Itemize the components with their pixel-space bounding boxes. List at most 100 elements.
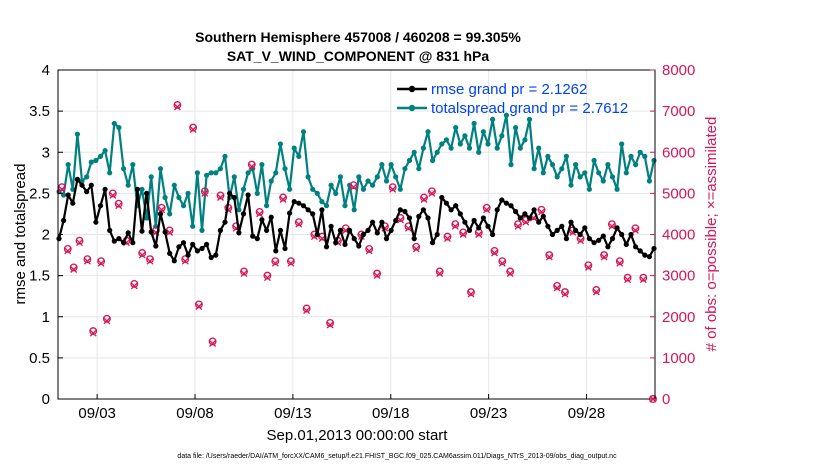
rmse-point xyxy=(374,230,380,236)
totalspread-point xyxy=(264,203,270,209)
rmse-point xyxy=(250,233,256,239)
rmse-point xyxy=(199,245,205,252)
rmse-point xyxy=(319,207,325,213)
totalspread-point xyxy=(162,194,168,201)
rmse-point xyxy=(116,236,122,242)
left-tick-label: 3.5 xyxy=(29,103,50,120)
obs-possible-marker xyxy=(506,267,515,276)
totalspread-point xyxy=(397,186,403,192)
totalspread-point xyxy=(559,166,565,172)
rmse-point xyxy=(268,214,274,220)
obs-assimilated-marker xyxy=(624,276,632,284)
rmse-point xyxy=(480,215,486,221)
totalspread-point xyxy=(323,203,330,209)
totalspread-point xyxy=(365,178,371,184)
totalspread-point xyxy=(388,162,394,168)
obs-assimilated-marker xyxy=(428,189,436,197)
obs-possible-marker xyxy=(607,220,616,229)
rmse-point xyxy=(111,238,117,244)
totalspread-point xyxy=(628,153,634,159)
totalspread-point xyxy=(485,141,491,147)
obs-possible-marker xyxy=(157,203,166,212)
right-tick-label: 7000 xyxy=(662,103,695,120)
obs-assimilated-marker xyxy=(545,253,553,261)
totalspread-point xyxy=(282,166,288,172)
rmse-point xyxy=(485,223,491,229)
totalspread-point xyxy=(84,174,90,180)
obs-possible-marker xyxy=(326,318,335,327)
x-tick-label: 09/08 xyxy=(176,405,214,422)
obs-possible-marker xyxy=(102,314,111,323)
obs-assimilated-marker xyxy=(397,216,404,224)
obs-possible-marker xyxy=(240,267,248,276)
obs-possible-marker xyxy=(412,242,421,251)
totalspread-point xyxy=(568,182,574,188)
obs-possible-marker xyxy=(592,286,601,294)
totalspread-point xyxy=(319,199,325,205)
rmse-point xyxy=(70,200,76,206)
rmse-point xyxy=(490,231,496,238)
obs-assimilated-marker xyxy=(350,183,358,191)
obs-possible-marker xyxy=(114,199,123,208)
rmse-line xyxy=(57,178,655,262)
right-axis-ticks: 0 1000 2000 3000 4000 5000 6000 7000 8000 xyxy=(650,62,695,408)
totalspread-point xyxy=(563,153,570,159)
obs-possible-marker xyxy=(83,255,92,264)
totalspread-point xyxy=(144,215,150,221)
rmse-point xyxy=(310,211,316,217)
obs-assimilated-marker xyxy=(70,266,78,273)
obs-assimilated-marker xyxy=(89,329,97,337)
obs-possible-marker xyxy=(255,207,264,216)
totalspread-point xyxy=(406,157,413,164)
totalspread-point xyxy=(494,145,500,151)
rmse-point xyxy=(347,227,353,233)
rmse-point xyxy=(134,186,140,192)
obs-assimilated-marker xyxy=(592,288,600,296)
rmse-point xyxy=(582,225,588,231)
obs-assimilated-marker xyxy=(639,276,647,284)
rmse-point xyxy=(217,227,223,233)
right-tick-label: 5000 xyxy=(662,185,695,202)
right-tick-label: 4000 xyxy=(662,227,695,244)
obs-possible-marker xyxy=(208,337,217,346)
totalspread-point xyxy=(217,166,223,172)
obs-assimilated-marker xyxy=(600,253,608,261)
obs-possible-marker xyxy=(561,288,569,297)
obs-assimilated-marker xyxy=(584,263,592,271)
rmse-point xyxy=(56,236,62,242)
totalspread-point xyxy=(430,157,436,164)
rmse-point xyxy=(333,240,339,246)
right-tick-label: 2000 xyxy=(662,309,695,326)
totalspread-point xyxy=(513,125,519,131)
obs-assimilated-marker xyxy=(166,228,174,236)
obs-possible-marker xyxy=(623,273,632,282)
obs-assimilated-marker xyxy=(64,247,72,255)
rmse-point xyxy=(453,203,459,209)
totalspread-point xyxy=(351,207,357,213)
rmse-point xyxy=(273,248,279,254)
totalspread-point xyxy=(420,145,426,151)
totalspread-point xyxy=(277,141,283,147)
right-tick-label: 3000 xyxy=(662,268,695,285)
obs-assimilated-marker xyxy=(420,196,428,203)
rmse-point xyxy=(522,211,528,217)
obs-possible-marker xyxy=(57,183,66,192)
obs-possible-marker xyxy=(97,257,106,266)
obs-possible-marker xyxy=(459,228,468,237)
rmse-point xyxy=(61,217,67,224)
totalspread-point xyxy=(157,166,164,172)
obs-assimilated-marker xyxy=(483,206,491,214)
right-axis-label: # of obs: o=possible; ×=assimilated xyxy=(703,117,720,352)
x-tick-label: 09/28 xyxy=(568,405,606,422)
obs-assimilated-marker xyxy=(303,307,311,315)
rmse-point xyxy=(300,203,307,209)
obs-assimilated-marker xyxy=(76,239,83,247)
rmse-point xyxy=(176,244,182,250)
obs-assimilated-marker xyxy=(506,270,514,278)
totalspread-point xyxy=(379,162,385,168)
obs-assimilated-marker xyxy=(444,235,451,243)
rmse-point xyxy=(642,252,648,258)
chart-title: Southern Hemisphere 457008 / 460208 = 99… xyxy=(195,29,521,45)
rmse-point xyxy=(370,219,376,225)
obs-assimilated-marker xyxy=(248,163,256,171)
